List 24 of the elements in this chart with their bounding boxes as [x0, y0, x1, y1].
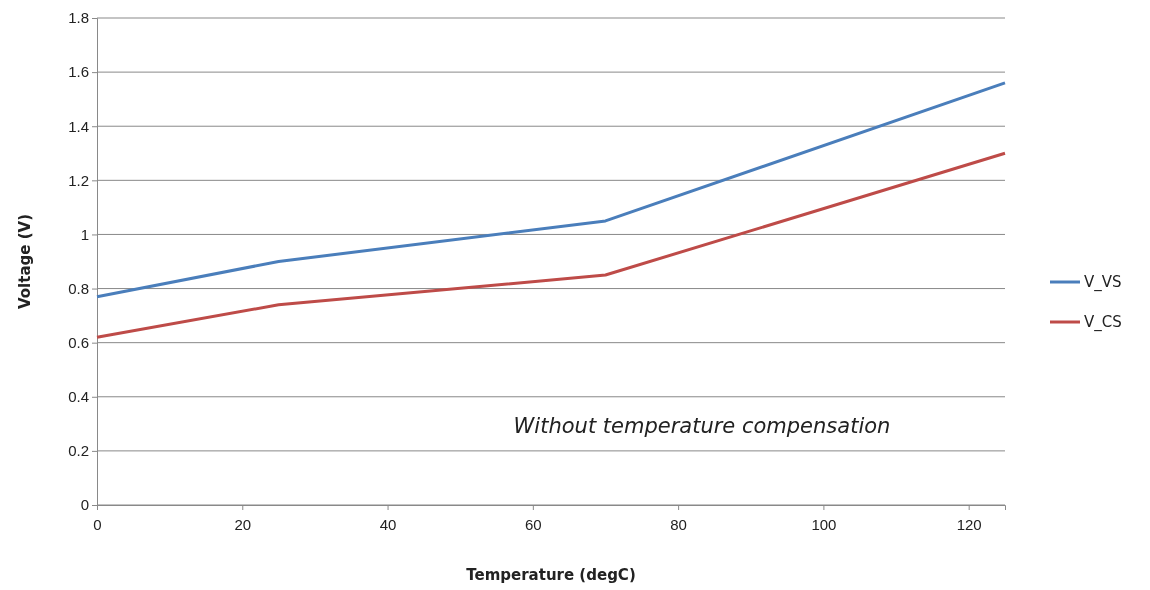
- y-tick-label: 1.6: [68, 63, 89, 81]
- x-tick-label: 100: [811, 515, 837, 533]
- x-tick-label: 20: [234, 515, 252, 533]
- y-tick-label: 1.8: [68, 9, 89, 27]
- x-tick-label: 120: [956, 515, 982, 533]
- annotation: Without temperature compensation: [513, 414, 891, 438]
- line-series: [95, 81, 1007, 299]
- y-tick-label: 0.8: [68, 279, 89, 297]
- legend-label: V_CS: [1084, 313, 1122, 333]
- y-tick-label: 1.4: [68, 117, 89, 135]
- y-tick-label: 1: [80, 225, 89, 243]
- y-tick-label: 0.4: [68, 388, 89, 406]
- y-tick-label: 0.2: [68, 442, 89, 460]
- x-tick-label: 60: [525, 515, 542, 533]
- x-tick-label: 0: [93, 515, 102, 533]
- y-tick-label: 0.6: [68, 333, 89, 351]
- y-tick-label: 0: [80, 496, 89, 514]
- x-tick-label: 40: [379, 515, 397, 533]
- legend-label: V_VS: [1084, 273, 1122, 293]
- y-tick-label: 1.2: [68, 171, 89, 189]
- x-tick-label: 80: [670, 515, 687, 533]
- x-axis-title: Temperature (degC): [466, 566, 636, 584]
- y-axis-title: Voltage (V): [16, 214, 34, 309]
- line-series: [95, 151, 1007, 339]
